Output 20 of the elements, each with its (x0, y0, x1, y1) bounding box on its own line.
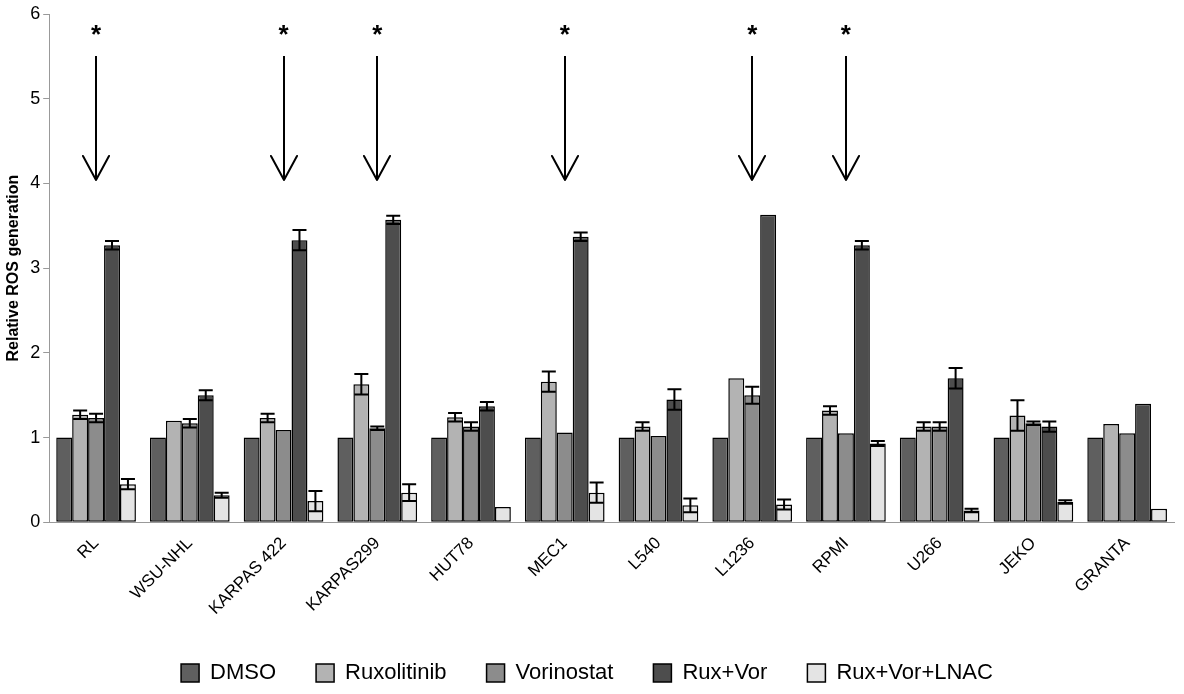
annotation: * (372, 19, 384, 50)
annotation: * (559, 19, 571, 50)
y-tick-label: 1 (30, 426, 41, 447)
y-tick-label: 5 (30, 87, 41, 108)
annotation: * (747, 19, 759, 50)
x-tick-label: RL (73, 533, 103, 563)
annotation: * (91, 19, 103, 50)
y-tick-label: 6 (30, 2, 41, 23)
legend-label: DMSO (210, 659, 277, 685)
legend-label: Ruxolitinib (345, 659, 447, 685)
y-axis-title: Relative ROS generation (4, 174, 22, 362)
y-tick-label: 0 (30, 511, 41, 532)
annotation: * (278, 19, 290, 50)
legend-label: Rux+Vor (682, 659, 768, 685)
y-tick-label: 4 (30, 172, 41, 193)
legend-label: Rux+Vor+LNAC (836, 659, 994, 685)
annotation: * (840, 19, 852, 50)
y-tick-label: 3 (30, 257, 41, 278)
y-tick-label: 2 (30, 341, 41, 362)
legend-label: Vorinostat (515, 659, 614, 685)
